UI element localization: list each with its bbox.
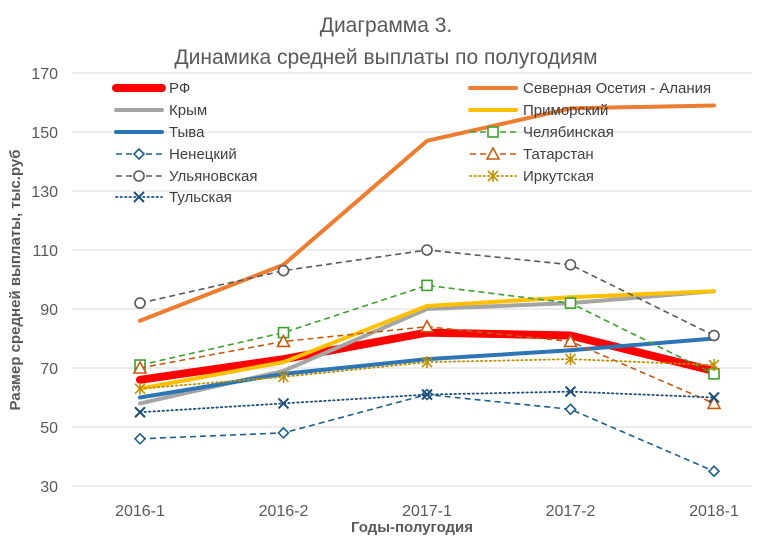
series-line: [138, 289, 716, 391]
legend-marker: [133, 191, 145, 203]
legend-label: Челябинская: [523, 124, 614, 141]
data-point: [277, 370, 290, 383]
legend-label: Татарстан: [523, 146, 594, 163]
data-point: [564, 385, 577, 398]
y-tick-label: 130: [31, 184, 58, 201]
data-point: [276, 333, 291, 348]
y-tick-label: 110: [32, 243, 58, 260]
legend-label: Северная Осетия - Алания: [523, 80, 711, 97]
data-point: [277, 426, 290, 440]
data-point: [564, 403, 577, 416]
legend-label: Ульяновская: [169, 168, 258, 185]
legend-label: Тульская: [169, 189, 232, 206]
legend-marker: [133, 170, 145, 182]
data-point: [564, 258, 577, 271]
y-tick-label: 70: [40, 361, 58, 378]
data-point: [707, 465, 721, 478]
data-point: [708, 329, 720, 342]
x-tick-label: 2018-1: [689, 503, 739, 520]
legend-label: РФ: [169, 80, 190, 97]
chart-title: Диаграмма 3.: [319, 14, 453, 37]
x-tick-label: 2016-2: [259, 503, 309, 520]
legend-label: Тыва: [169, 124, 205, 141]
data-point: [706, 395, 722, 410]
legend-label: Ненецкий: [169, 146, 237, 163]
data-point: [421, 388, 433, 401]
data-point: [277, 264, 290, 277]
data-point: [421, 244, 433, 256]
data-point: [708, 391, 720, 404]
x-tick-label: 2017-1: [402, 503, 452, 520]
y-axis-label: Размер средней выплаты, тыс.руб: [7, 149, 24, 410]
data-point: [419, 319, 435, 333]
y-tick-label: 30: [40, 479, 58, 496]
series-line: [138, 103, 716, 323]
x-axis-label: Годы-полугодия: [351, 519, 473, 536]
y-tick-label: 90: [40, 302, 58, 319]
y-tick-label: 150: [31, 125, 58, 142]
x-tick-label: 2017-2: [546, 503, 596, 520]
data-point: [421, 279, 433, 292]
legend-marker: [487, 170, 499, 182]
x-tick-label: 2016-1: [115, 503, 165, 520]
y-tick-label: 170: [31, 66, 58, 83]
y-tick-label: 50: [40, 420, 58, 437]
data-point: [133, 432, 147, 445]
data-point: [563, 333, 578, 348]
data-point: [132, 360, 148, 374]
legend-marker: [132, 147, 146, 161]
legend-marker: [485, 146, 501, 160]
legend-label: Иркутская: [523, 168, 594, 185]
legend-label: Приморский: [523, 102, 608, 119]
legend-label: Крым: [169, 102, 207, 119]
data-point: [564, 297, 577, 309]
data-point: [134, 297, 146, 309]
data-point: [421, 356, 433, 369]
legend-marker: [487, 126, 499, 138]
data-point: [277, 397, 290, 410]
data-point: [564, 353, 577, 366]
data-point: [134, 406, 146, 418]
chart-subtitle: Динамика средней выплаты по полугодиям: [174, 46, 598, 69]
data-point: [134, 382, 146, 395]
data-point: [708, 359, 720, 372]
